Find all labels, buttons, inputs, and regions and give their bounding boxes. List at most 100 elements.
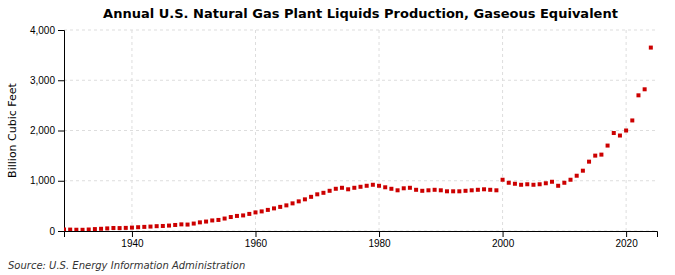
point	[303, 197, 307, 201]
point	[389, 187, 393, 191]
point	[408, 186, 412, 190]
tick: 0	[49, 226, 64, 237]
point	[64, 227, 66, 231]
point	[575, 174, 579, 178]
point	[414, 188, 418, 192]
point	[179, 222, 183, 226]
x-axis: 19401960198020002020	[65, 231, 658, 249]
tick-mark	[58, 131, 64, 132]
point	[346, 187, 350, 191]
tick: 1960	[245, 231, 268, 249]
point	[649, 46, 653, 50]
point	[420, 189, 424, 193]
point	[247, 212, 251, 216]
point	[352, 186, 356, 190]
point	[396, 188, 400, 192]
point	[266, 208, 270, 212]
point	[569, 178, 573, 182]
tick-mark	[379, 231, 380, 237]
tick-mark	[503, 231, 504, 237]
point	[93, 227, 97, 231]
point	[630, 118, 634, 122]
point	[241, 213, 245, 217]
point	[253, 210, 257, 214]
plot-area: 1940196019802000202001,0002,0003,0004,00…	[30, 25, 658, 249]
point	[111, 226, 115, 230]
point	[612, 131, 616, 135]
tick-mark	[58, 30, 64, 31]
tick-label: 0	[49, 226, 55, 237]
tick: 4,000	[30, 25, 64, 36]
point	[235, 214, 239, 218]
tick-label: 1940	[121, 238, 144, 249]
point	[198, 220, 202, 224]
grid-line	[255, 30, 256, 231]
point	[556, 184, 560, 188]
grid	[64, 30, 657, 231]
point	[118, 226, 122, 230]
point	[383, 185, 387, 189]
axis-line	[65, 232, 658, 238]
point	[581, 169, 585, 173]
tick: 1980	[368, 231, 391, 249]
point	[148, 225, 152, 229]
tick-mark	[58, 181, 64, 182]
point	[68, 228, 72, 231]
point	[587, 160, 591, 164]
point	[328, 189, 332, 193]
point	[365, 184, 369, 188]
tick-mark	[255, 231, 256, 237]
grid-line	[502, 30, 503, 231]
point	[130, 226, 134, 230]
point	[482, 187, 486, 191]
tick-label: 1980	[368, 238, 391, 249]
point	[223, 217, 227, 221]
grid-line	[64, 180, 657, 181]
title: Annual U.S. Natural Gas Plant Liquids Pr…	[103, 6, 618, 21]
point	[513, 182, 517, 186]
point	[531, 183, 535, 187]
tick-label: 4,000	[30, 25, 55, 36]
tick: 2020	[615, 231, 638, 249]
point	[81, 228, 85, 231]
annotation: Source: U.S. Energy Information Administ…	[8, 260, 245, 271]
point	[464, 189, 468, 193]
point	[519, 183, 523, 187]
point	[340, 186, 344, 190]
tick-label: 3,000	[30, 75, 55, 86]
tick-mark	[132, 231, 133, 237]
point	[260, 209, 264, 213]
point	[470, 188, 474, 192]
point	[278, 205, 282, 209]
y-axis: 01,0002,0003,0004,000	[30, 25, 65, 237]
tick-label: 2020	[615, 238, 638, 249]
y-axis-title: Billion Cubic Feet	[6, 82, 19, 177]
point	[550, 180, 554, 184]
point	[155, 224, 159, 228]
point	[105, 226, 109, 230]
point	[284, 203, 288, 207]
point	[439, 188, 443, 192]
point	[291, 201, 295, 205]
point	[593, 154, 597, 158]
point	[210, 218, 214, 222]
axis-line	[58, 31, 65, 232]
point	[167, 224, 171, 228]
tick-mark	[626, 231, 627, 237]
point	[377, 184, 381, 188]
point	[142, 225, 146, 229]
grid-line	[64, 30, 657, 31]
chart: 1940196019802000202001,0002,0003,0004,00…	[0, 0, 675, 275]
tick-label: 1960	[245, 238, 268, 249]
point	[525, 182, 529, 186]
grid-line	[64, 80, 657, 81]
tick: 1940	[121, 231, 144, 249]
point	[538, 182, 542, 186]
point	[321, 191, 325, 195]
point	[402, 186, 406, 190]
point	[186, 223, 190, 227]
point	[359, 185, 363, 189]
point	[334, 187, 338, 191]
point	[161, 224, 165, 228]
point	[562, 181, 566, 185]
